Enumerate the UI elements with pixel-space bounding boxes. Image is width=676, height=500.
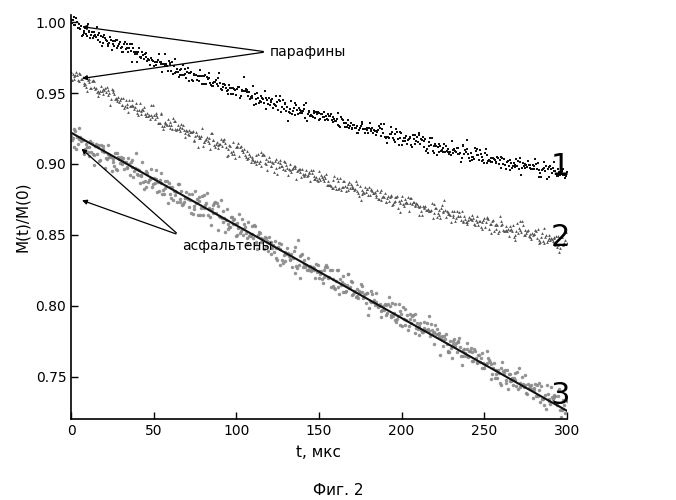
Text: асфальтены: асфальтены — [182, 239, 272, 253]
Y-axis label: M(t)/M(0): M(t)/M(0) — [15, 182, 30, 252]
X-axis label: t, мкс: t, мкс — [297, 445, 341, 460]
Text: 1: 1 — [551, 152, 570, 182]
Text: Фиг. 2: Фиг. 2 — [313, 483, 363, 498]
Text: парафины: парафины — [270, 45, 346, 59]
Text: 2: 2 — [551, 223, 570, 252]
Text: 3: 3 — [550, 380, 570, 410]
